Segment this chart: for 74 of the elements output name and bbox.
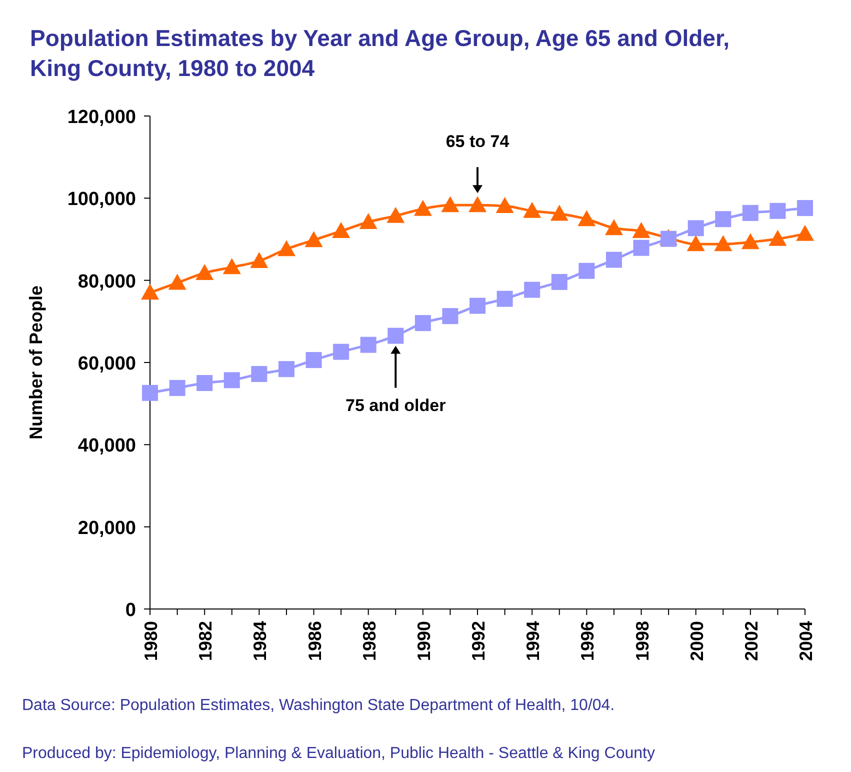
- x-tick-label: 1986: [304, 621, 325, 662]
- point: [250, 252, 268, 268]
- x-tick-label: 1994: [523, 621, 544, 662]
- x-tick-label: 1998: [632, 621, 652, 662]
- point: [470, 298, 486, 314]
- text: 65 to 74: [446, 132, 510, 152]
- point: [797, 200, 813, 216]
- y-tick-label: 20,000: [78, 518, 136, 539]
- point: [278, 361, 294, 378]
- point: [768, 230, 787, 246]
- x-tick-label: 2002: [741, 621, 762, 662]
- point: [796, 224, 814, 241]
- point: [604, 219, 623, 236]
- point: [251, 366, 268, 382]
- x-tick-label: 1982: [196, 621, 216, 662]
- x-tick-label: 2000: [686, 621, 707, 662]
- point: [414, 315, 431, 332]
- point: [388, 328, 404, 344]
- text: 75 and older: [346, 396, 446, 415]
- y-tick-label: 120,000: [67, 107, 136, 128]
- point: [306, 352, 322, 368]
- point: [442, 308, 458, 324]
- point: [606, 252, 622, 268]
- source-note: Data Source: Population Estimates, Washington State Department of Health, 10/04.: [22, 697, 615, 714]
- x-tick-label: 1992: [468, 621, 488, 662]
- point: [142, 384, 158, 401]
- point: [688, 220, 704, 236]
- point: [169, 380, 186, 396]
- point: [578, 210, 596, 226]
- point: [632, 222, 650, 238]
- point: [714, 235, 732, 252]
- point: [496, 290, 513, 307]
- point: [360, 336, 376, 353]
- x-tick-label: 2004: [796, 621, 816, 662]
- point: [468, 196, 486, 212]
- point: [524, 282, 540, 298]
- point: [333, 344, 350, 360]
- point: [386, 206, 405, 223]
- point: [168, 274, 186, 290]
- point: [523, 202, 542, 218]
- y-tick-label: 80,000: [78, 271, 136, 292]
- point: [304, 231, 323, 248]
- point: [496, 196, 514, 213]
- chart-title: Population Estimates by Year and Age Group, Age 65 and Older, King County, 1980 to 2004: [30, 25, 730, 81]
- point: [741, 233, 760, 250]
- point: [441, 196, 460, 212]
- y-tick-label: 60,000: [78, 354, 136, 374]
- point: [742, 204, 758, 221]
- point: [686, 235, 705, 252]
- x-tick-label: 1990: [414, 621, 434, 662]
- point: [550, 204, 568, 221]
- point: [770, 202, 786, 219]
- point: [414, 200, 432, 216]
- point: [277, 240, 296, 256]
- point: [332, 222, 350, 238]
- point: [633, 240, 650, 256]
- x-tick-label: 1984: [250, 621, 270, 662]
- text: Produced by: Epidemiology, Planning & Evaluation, Public Health - Seattle & King County: [22, 745, 655, 762]
- y-axis-title: Number of People: [26, 285, 46, 440]
- y-tick-label: 40,000: [78, 436, 136, 457]
- point: [222, 258, 241, 274]
- y-tick-label: 100,000: [67, 189, 136, 210]
- point: [578, 262, 595, 279]
- y-tick-label: 0: [125, 600, 136, 621]
- point: [359, 212, 378, 229]
- point: [224, 372, 240, 388]
- x-tick-label: 1996: [578, 621, 598, 662]
- x-tick-label: 1980: [141, 621, 161, 662]
- point: [141, 284, 159, 300]
- x-tick-label: 1988: [359, 621, 380, 662]
- point: [715, 211, 732, 228]
- point: [551, 274, 568, 290]
- point: [196, 375, 213, 392]
- point: [196, 264, 214, 280]
